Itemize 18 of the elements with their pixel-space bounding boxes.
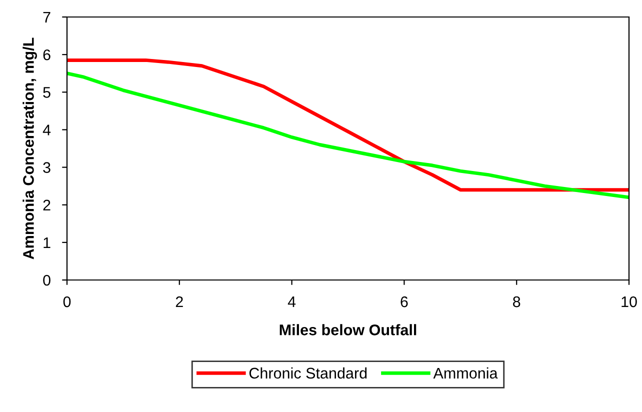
x-axis-title: Miles below Outfall [280, 324, 416, 336]
legend-label: Chronic Standard [249, 367, 367, 379]
y-tick-label: 7 [43, 12, 50, 23]
x-tick-label: 2 [176, 296, 183, 308]
y-tick-label: 0 [43, 274, 50, 286]
x-tick-label: 8 [513, 296, 520, 308]
y-axis-title: Ammonia Concentration, mg/L [22, 38, 37, 260]
y-tick-label: 3 [43, 162, 50, 173]
y-tick-label: 6 [43, 49, 50, 60]
x-tick-label: 0 [63, 296, 71, 308]
y-tick-label: 4 [42, 124, 51, 136]
y-tick-label: 5 [43, 87, 50, 98]
y-tick-label: 1 [44, 237, 50, 248]
x-tick-label: 4 [288, 296, 296, 308]
x-tick-label: 6 [400, 296, 408, 308]
y-tick-label: 2 [43, 200, 50, 210]
legend-label: Ammonia [433, 367, 498, 379]
x-tick-label: 10 [622, 296, 637, 308]
